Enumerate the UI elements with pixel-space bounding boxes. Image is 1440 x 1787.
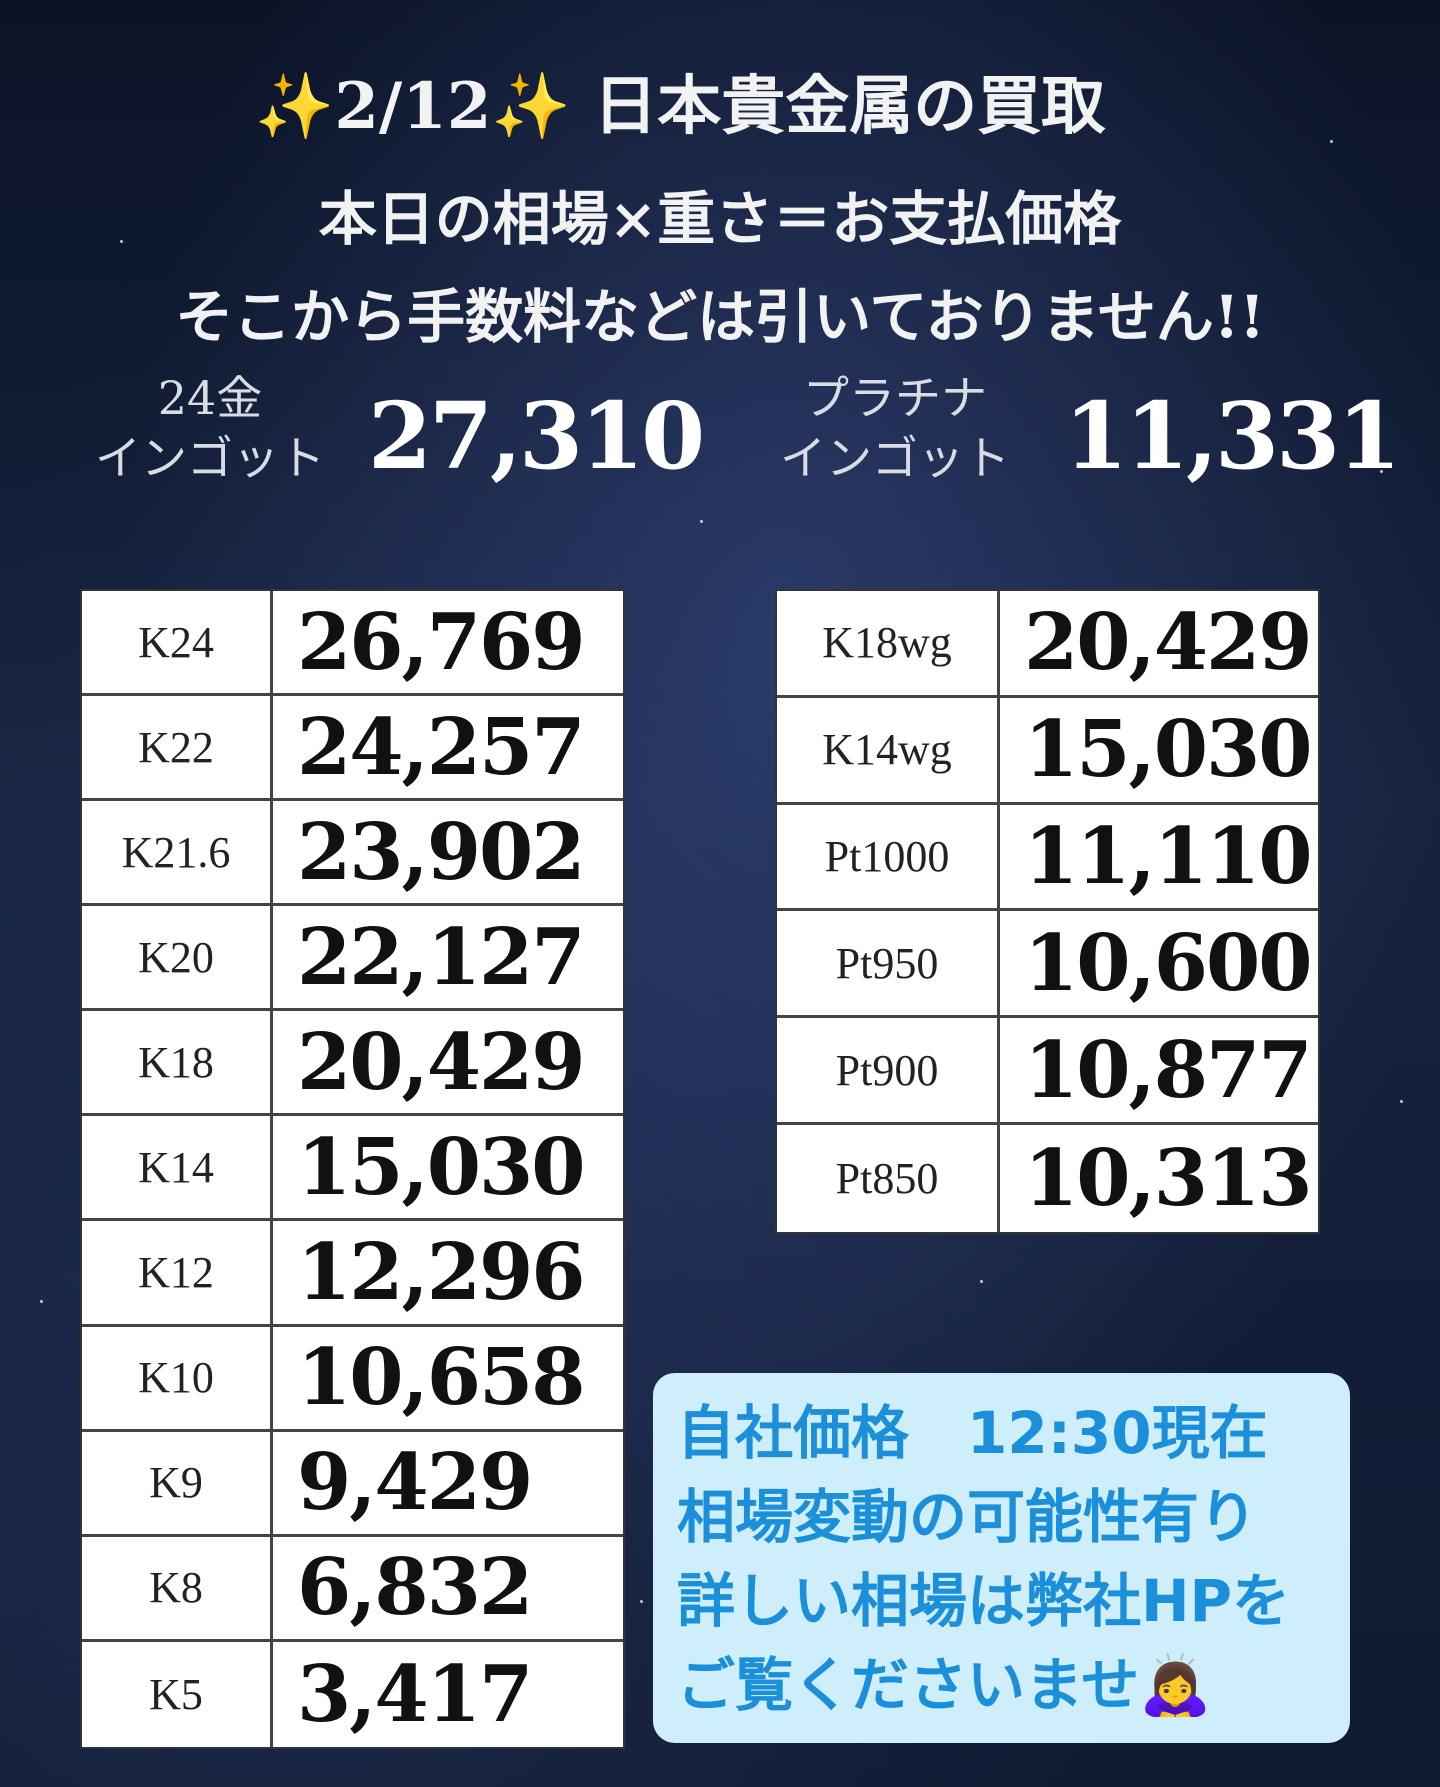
price: 10,313 [1024, 1133, 1313, 1225]
price: 6,832 [297, 1542, 533, 1634]
table-row: K14wg 15,030 [777, 697, 1318, 805]
metal-grade: K9 [82, 1431, 273, 1534]
table-row: K12 12,296 [82, 1221, 623, 1327]
price: 15,030 [297, 1121, 586, 1213]
star [700, 520, 703, 523]
star [120, 240, 123, 243]
notice-box: 自社価格 12:30現在 相場変動の可能性有り 詳しい相場は弊社HPを ご覧くださいま… [653, 1373, 1350, 1743]
metal-grade: K20 [82, 906, 273, 1009]
price: 12,296 [297, 1227, 586, 1318]
metal-grade: K21.6 [82, 801, 273, 904]
gold-price-table: K24 26,769 K22 24,257 K21.6 23,902 K20 22,127 K1… [80, 589, 625, 1749]
table-row: K18 20,429 [82, 1011, 623, 1117]
notice-line: ご覧くださいませ🙇‍♀️ [677, 1651, 1212, 1719]
ingot-label-line: 24金 [157, 371, 263, 425]
star [1330, 140, 1333, 143]
metal-grade: Pt850 [777, 1125, 1000, 1232]
metal-grade: K14wg [777, 697, 1000, 802]
metal-grade: K14 [82, 1116, 273, 1219]
table-row: K24 26,769 [82, 591, 623, 697]
star [640, 1600, 643, 1603]
price: 20,429 [1024, 597, 1313, 689]
ingot-label-line: インゴット [95, 431, 325, 485]
table-row: K9 9,429 [82, 1431, 623, 1537]
table-row: K20 22,127 [82, 906, 623, 1012]
notice-line: 自社価格 12:30現在 [677, 1399, 1268, 1467]
price: 20,429 [297, 1016, 586, 1108]
title: ✨2/12✨ 日本貴金属の買取 [254, 69, 1106, 144]
metal-grade: K18wg [777, 591, 1000, 695]
table-row: Pt950 10,600 [777, 911, 1318, 1019]
notice-line: 詳しい相場は弊社HPを [677, 1567, 1291, 1635]
metal-grade: K22 [82, 696, 273, 799]
notice-line: 相場変動の可能性有り [677, 1483, 1258, 1551]
table-row: K10 10,658 [82, 1326, 623, 1432]
price: 11,110 [1024, 811, 1313, 903]
metal-grade: K10 [82, 1326, 273, 1429]
table-row: K8 6,832 [82, 1536, 623, 1642]
table-row: Pt1000 11,110 [777, 804, 1318, 912]
price: 9,429 [297, 1437, 533, 1529]
metal-grade: Pt900 [777, 1018, 1000, 1123]
table-row: K21.6 23,902 [82, 801, 623, 907]
star [40, 1300, 43, 1303]
table-row: K5 3,417 [82, 1641, 623, 1747]
price: 26,769 [297, 596, 586, 688]
platinum-price-table: K18wg 20,429 K14wg 15,030 Pt1000 11,110 Pt950 1… [775, 589, 1320, 1234]
price: 10,600 [1024, 917, 1313, 1009]
price: 23,902 [297, 806, 586, 898]
metal-grade: K24 [82, 591, 273, 694]
price: 15,030 [1024, 704, 1313, 796]
metal-grade: K5 [82, 1641, 273, 1747]
ingot-price: 11,331 [1064, 382, 1401, 490]
star [1400, 1100, 1403, 1103]
star [980, 1280, 983, 1283]
metal-grade: Pt1000 [777, 804, 1000, 909]
subtitle: 本日の相場×重さ＝お支払価格 [318, 185, 1122, 253]
price: 10,877 [1024, 1024, 1313, 1116]
ingot-label: 24金 インゴット [60, 368, 360, 488]
ingot-label: プラチナ インゴット [745, 368, 1045, 488]
table-row: K18wg 20,429 [777, 591, 1318, 698]
star [1380, 470, 1383, 473]
table-row: Pt850 10,313 [777, 1125, 1318, 1232]
subtitle: そこから手数料などは引いておりません!! [175, 283, 1265, 351]
ingot-label-line: プラチナ [803, 371, 987, 425]
ingot-label-line: インゴット [780, 431, 1010, 485]
table-row: Pt900 10,877 [777, 1018, 1318, 1126]
price: 22,127 [297, 911, 586, 1003]
price: 3,417 [297, 1648, 533, 1740]
metal-grade: K18 [82, 1011, 273, 1114]
metal-grade: K12 [82, 1221, 273, 1324]
price: 24,257 [297, 701, 586, 793]
metal-grade: Pt950 [777, 911, 1000, 1016]
table-row: K22 24,257 [82, 696, 623, 802]
metal-grade: K8 [82, 1536, 273, 1639]
ingot-price: 27,310 [368, 382, 705, 490]
table-row: K14 15,030 [82, 1116, 623, 1222]
price: 10,658 [297, 1332, 586, 1424]
